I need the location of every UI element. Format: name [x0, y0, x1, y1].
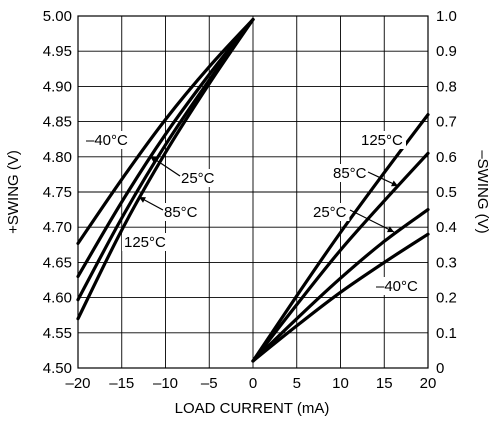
curve-annotation: 25°C: [313, 204, 347, 221]
y-tick-label: 4.60: [43, 290, 72, 307]
x-tick-label: 5: [293, 375, 301, 392]
y-tick-label: 4.85: [43, 114, 72, 131]
y2-tick-label: 0.5: [436, 184, 457, 201]
annotation-leader: [349, 209, 395, 233]
x-tick-label: 10: [332, 375, 349, 392]
annotation-arrowhead: [150, 156, 157, 163]
grid: [78, 16, 428, 368]
y-tick-label: 4.65: [43, 254, 72, 271]
x-tick-label: 15: [376, 375, 393, 392]
y-tick-label: 4.80: [43, 149, 72, 166]
annotation-bg: [311, 203, 350, 221]
y-tick-label: 5.00: [43, 8, 72, 25]
y-tick-label: 4.55: [43, 325, 72, 342]
annotation-bg: [162, 203, 201, 221]
curve-annotation: 125°C: [361, 132, 403, 149]
series-curve: [251, 151, 430, 363]
x-tick-label: 20: [420, 375, 437, 392]
x-axis-label: LOAD CURRENT (mA): [175, 400, 330, 417]
y2-tick-label: 0.8: [436, 78, 457, 95]
annotation-arrowhead: [391, 180, 398, 187]
curve-annotation: –40°C: [376, 278, 418, 295]
annotation-bg: [179, 169, 218, 187]
y2-tick-label: 0.3: [436, 254, 457, 271]
y2-tick-label: 0: [436, 360, 444, 377]
y2-tick-label: 0.9: [436, 43, 457, 60]
curve-annotation: –40°C: [86, 132, 128, 149]
x-tick-label: 0: [249, 375, 257, 392]
curves: [76, 17, 430, 363]
annotation-bg: [84, 131, 131, 149]
curve-annotation: 25°C: [181, 170, 215, 187]
plot-frame: [77, 15, 429, 369]
annotations: –40°C 25°C 85°C 125°C 125°C 85°C 25°C –40°C: [84, 131, 421, 295]
y-tick-label: 4.95: [43, 43, 72, 60]
annotation-bg: [359, 131, 406, 149]
series-curve: [76, 17, 255, 279]
y-axis-label: +SWING (V): [5, 150, 22, 234]
x-tick-label: –20: [65, 375, 90, 392]
series-curve: [251, 113, 430, 363]
annotation-arrowhead: [139, 197, 146, 203]
annotation-bg: [331, 164, 370, 182]
annotation-bg: [374, 277, 421, 295]
x-tick-label: –15: [109, 375, 134, 392]
y-tick-label: 4.90: [43, 78, 72, 95]
y2-tick-label: 0.1: [436, 325, 457, 342]
annotation-arrowhead: [387, 226, 394, 233]
y2-tick-label: 0.7: [436, 114, 457, 131]
series-curve: [76, 17, 255, 245]
y2-tick-label: 0.4: [436, 219, 457, 236]
y2-axis-label: –SWING (V): [474, 150, 491, 233]
series-curve: [251, 208, 430, 363]
y-tick-label: 4.70: [43, 219, 72, 236]
annotation-bg: [122, 233, 169, 251]
curve-annotation: 125°C: [124, 234, 166, 251]
y-tick-label: 4.75: [43, 184, 72, 201]
y2-tick-label: 1.0: [436, 8, 457, 25]
y-tick-label: 4.50: [43, 360, 72, 377]
tick-labels: –20 –15 –10 –5 0 5 10 15 20 4.50 4.55 4.60 4.65 4.70 4…: [43, 8, 457, 392]
x-tick-label: –10: [153, 375, 178, 392]
curve-annotation: 85°C: [333, 165, 367, 182]
y2-tick-label: 0.6: [436, 149, 457, 166]
curve-annotation: 85°C: [164, 204, 198, 221]
x-tick-label: –5: [201, 375, 218, 392]
series-curve: [76, 17, 255, 321]
y2-tick-label: 0.2: [436, 290, 457, 307]
series-curve: [251, 232, 430, 363]
